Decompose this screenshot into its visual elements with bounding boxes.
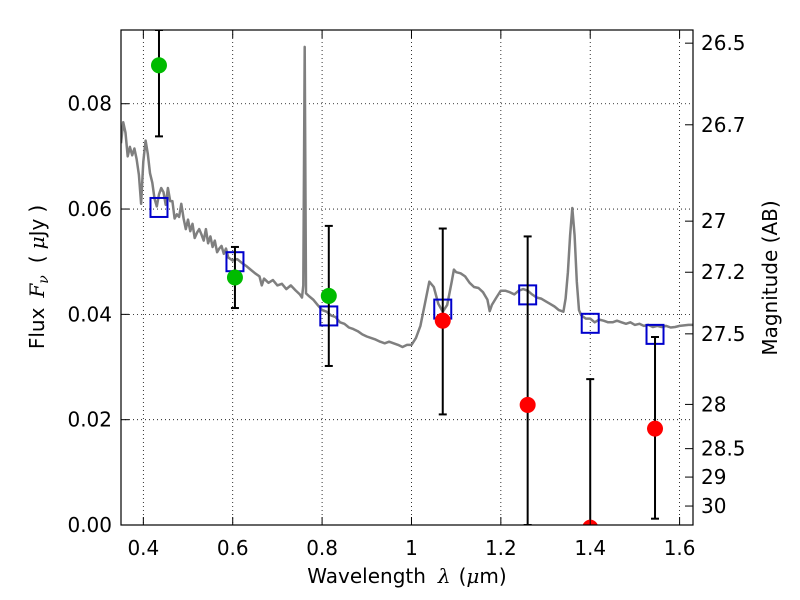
y2-tick-label: 28 <box>701 392 726 416</box>
y-axis-title-unit: Jy <box>25 218 49 238</box>
y-axis-title-symbol: F <box>25 283 49 299</box>
y-axis-title: Flux Fν ( μJy) <box>25 205 52 349</box>
model-flux-box <box>149 196 169 218</box>
plot-background <box>121 30 693 525</box>
y-axis-title-word: Flux <box>25 307 49 349</box>
flux-point <box>226 269 243 286</box>
x-axis-title-open-paren: ( <box>459 564 467 588</box>
x-tick-label: 1.4 <box>574 536 606 560</box>
y2-tick-label: 30 <box>701 494 726 518</box>
plot-area <box>121 30 693 525</box>
model-flux-box <box>580 312 600 334</box>
flux-point <box>519 396 536 413</box>
y2-tick-label: 29 <box>701 465 726 489</box>
y-tick-label: 0.02 <box>67 408 112 432</box>
x-tick-label: 0.6 <box>217 536 249 560</box>
x-axis-title-mu: μ <box>466 564 479 588</box>
x-axis-title: Wavelength λ (μm) <box>307 564 506 588</box>
y-tick-label: 0.06 <box>67 197 112 221</box>
plot-frame <box>120 29 694 526</box>
x-tick-label: 0.4 <box>127 536 159 560</box>
y2-tick-label: 27 <box>701 209 726 233</box>
y2-tick-label: 26.5 <box>701 31 746 55</box>
x-tick-label: 1.6 <box>664 536 696 560</box>
axis-ticks: 0.4 0.6 0.8 1 1.2 1.4 1.6 0.00 0.02 0.04 0.06 0.08 2… <box>67 30 746 560</box>
y-axis-title-close-paren: ) <box>25 205 49 213</box>
x-axis-title-word: Wavelength <box>307 564 426 588</box>
spectrum-line <box>121 45 693 349</box>
y2-tick-label: 27.5 <box>701 322 746 346</box>
y2-tick-label: 26.7 <box>701 113 746 137</box>
y-axis-title-mu: μ <box>25 236 49 249</box>
y-tick-label: 0.04 <box>67 302 112 326</box>
x-tick-label: 1.2 <box>485 536 517 560</box>
flux-point <box>150 57 167 74</box>
flux-point <box>647 420 664 437</box>
flux-point <box>434 312 451 329</box>
y2-tick-label: 28.5 <box>701 437 746 461</box>
flux-point <box>320 287 337 304</box>
y-axis-title-open-paren: ( <box>25 255 49 263</box>
x-tick-label: 1 <box>405 536 418 560</box>
x-axis-title-symbol: λ <box>437 564 451 588</box>
x-tick-label: 0.8 <box>306 536 338 560</box>
y2-axis-title: Magnitude (AB) <box>758 200 782 355</box>
y-tick-label: 0.00 <box>67 513 112 537</box>
series-layer <box>121 30 693 525</box>
x-axis-title-unit: m) <box>479 564 506 588</box>
y-axis-title-subscript: ν <box>36 275 52 284</box>
y2-tick-label: 27.2 <box>701 260 746 284</box>
y-tick-label: 0.08 <box>67 92 112 116</box>
